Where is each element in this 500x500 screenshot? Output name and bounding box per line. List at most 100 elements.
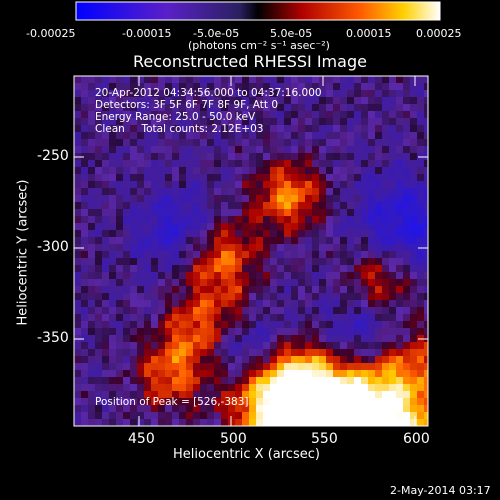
heatmap-pixel (158, 300, 165, 307)
heatmap-pixel (263, 244, 270, 251)
heatmap-pixel (214, 265, 221, 272)
heatmap-pixel (137, 139, 144, 146)
heatmap-pixel (333, 412, 340, 419)
heatmap-pixel (375, 223, 382, 230)
heatmap-pixel (95, 188, 102, 195)
heatmap-pixel (382, 188, 389, 195)
heatmap-pixel (403, 251, 410, 258)
heatmap-pixel (340, 314, 347, 321)
heatmap-pixel (123, 279, 130, 286)
heatmap-pixel (249, 111, 256, 118)
heatmap-pixel (354, 125, 361, 132)
heatmap-pixel (81, 349, 88, 356)
heatmap-pixel (263, 307, 270, 314)
heatmap-pixel (221, 132, 228, 139)
heatmap-pixel (298, 104, 305, 111)
heatmap-pixel (95, 104, 102, 111)
heatmap-pixel (158, 125, 165, 132)
heatmap-pixel (277, 265, 284, 272)
heatmap-pixel (172, 412, 179, 419)
heatmap-pixel (326, 146, 333, 153)
heatmap-pixel (123, 97, 130, 104)
heatmap-pixel (228, 153, 235, 160)
heatmap-pixel (130, 125, 137, 132)
heatmap-pixel (417, 76, 424, 83)
heatmap-pixel (144, 251, 151, 258)
heatmap-pixel (368, 97, 375, 104)
heatmap-pixel (151, 321, 158, 328)
heatmap-pixel (312, 111, 319, 118)
heatmap-pixel (305, 286, 312, 293)
heatmap-pixel (312, 251, 319, 258)
heatmap-pixel (368, 139, 375, 146)
heatmap-pixel (333, 405, 340, 412)
heatmap-pixel (144, 377, 151, 384)
heatmap-pixel (137, 251, 144, 258)
heatmap-pixel (151, 251, 158, 258)
heatmap-pixel (109, 216, 116, 223)
heatmap-pixel (354, 195, 361, 202)
heatmap-pixel (123, 118, 130, 125)
heatmap-pixel (74, 118, 81, 125)
heatmap-pixel (305, 195, 312, 202)
heatmap-pixel (389, 132, 396, 139)
heatmap-pixel (137, 153, 144, 160)
heatmap-pixel (109, 384, 116, 391)
heatmap-pixel (424, 160, 428, 167)
heatmap-pixel (298, 90, 305, 97)
heatmap-pixel (312, 146, 319, 153)
heatmap-pixel (305, 258, 312, 265)
heatmap-pixel (284, 370, 291, 377)
heatmap-pixel (81, 391, 88, 398)
heatmap-pixel (235, 342, 242, 349)
heatmap-pixel (375, 76, 382, 83)
heatmap-pixel (249, 335, 256, 342)
heatmap-pixel (109, 328, 116, 335)
heatmap-pixel (207, 258, 214, 265)
heatmap-pixel (424, 328, 428, 335)
heatmap-pixel (340, 76, 347, 83)
heatmap-pixel (151, 419, 158, 426)
heatmap-pixel (396, 363, 403, 370)
heatmap-pixel (347, 167, 354, 174)
heatmap-pixel (221, 293, 228, 300)
heatmap-pixel (221, 118, 228, 125)
heatmap-pixel (193, 321, 200, 328)
heatmap-pixel (165, 188, 172, 195)
heatmap-pixel (235, 97, 242, 104)
heatmap-pixel (249, 195, 256, 202)
heatmap-pixel (305, 377, 312, 384)
heatmap-pixel (389, 258, 396, 265)
heatmap-pixel (81, 356, 88, 363)
heatmap-pixel (277, 160, 284, 167)
heatmap-pixel (277, 153, 284, 160)
heatmap-pixel (228, 223, 235, 230)
heatmap-pixel (172, 384, 179, 391)
heatmap-pixel (284, 230, 291, 237)
heatmap-pixel (81, 384, 88, 391)
heatmap-pixel (333, 209, 340, 216)
heatmap-pixel (284, 167, 291, 174)
heatmap-pixel (256, 314, 263, 321)
heatmap-pixel (424, 223, 428, 230)
heatmap-pixel (123, 370, 130, 377)
heatmap-pixel (277, 167, 284, 174)
heatmap-pixel (144, 405, 151, 412)
heatmap-pixel (109, 97, 116, 104)
heatmap-pixel (186, 125, 193, 132)
heatmap-pixel (305, 251, 312, 258)
heatmap-pixel (186, 349, 193, 356)
heatmap-pixel (263, 188, 270, 195)
heatmap-pixel (95, 195, 102, 202)
heatmap-pixel (368, 90, 375, 97)
heatmap-pixel (256, 167, 263, 174)
heatmap-pixel (242, 384, 249, 391)
heatmap-pixel (410, 307, 417, 314)
heatmap-pixel (403, 195, 410, 202)
heatmap-pixel (361, 160, 368, 167)
heatmap-pixel (319, 195, 326, 202)
heatmap-pixel (347, 181, 354, 188)
heatmap-pixel (102, 412, 109, 419)
heatmap-pixel (368, 342, 375, 349)
colorbar-tick-label-1: -0.00015 (122, 27, 172, 40)
